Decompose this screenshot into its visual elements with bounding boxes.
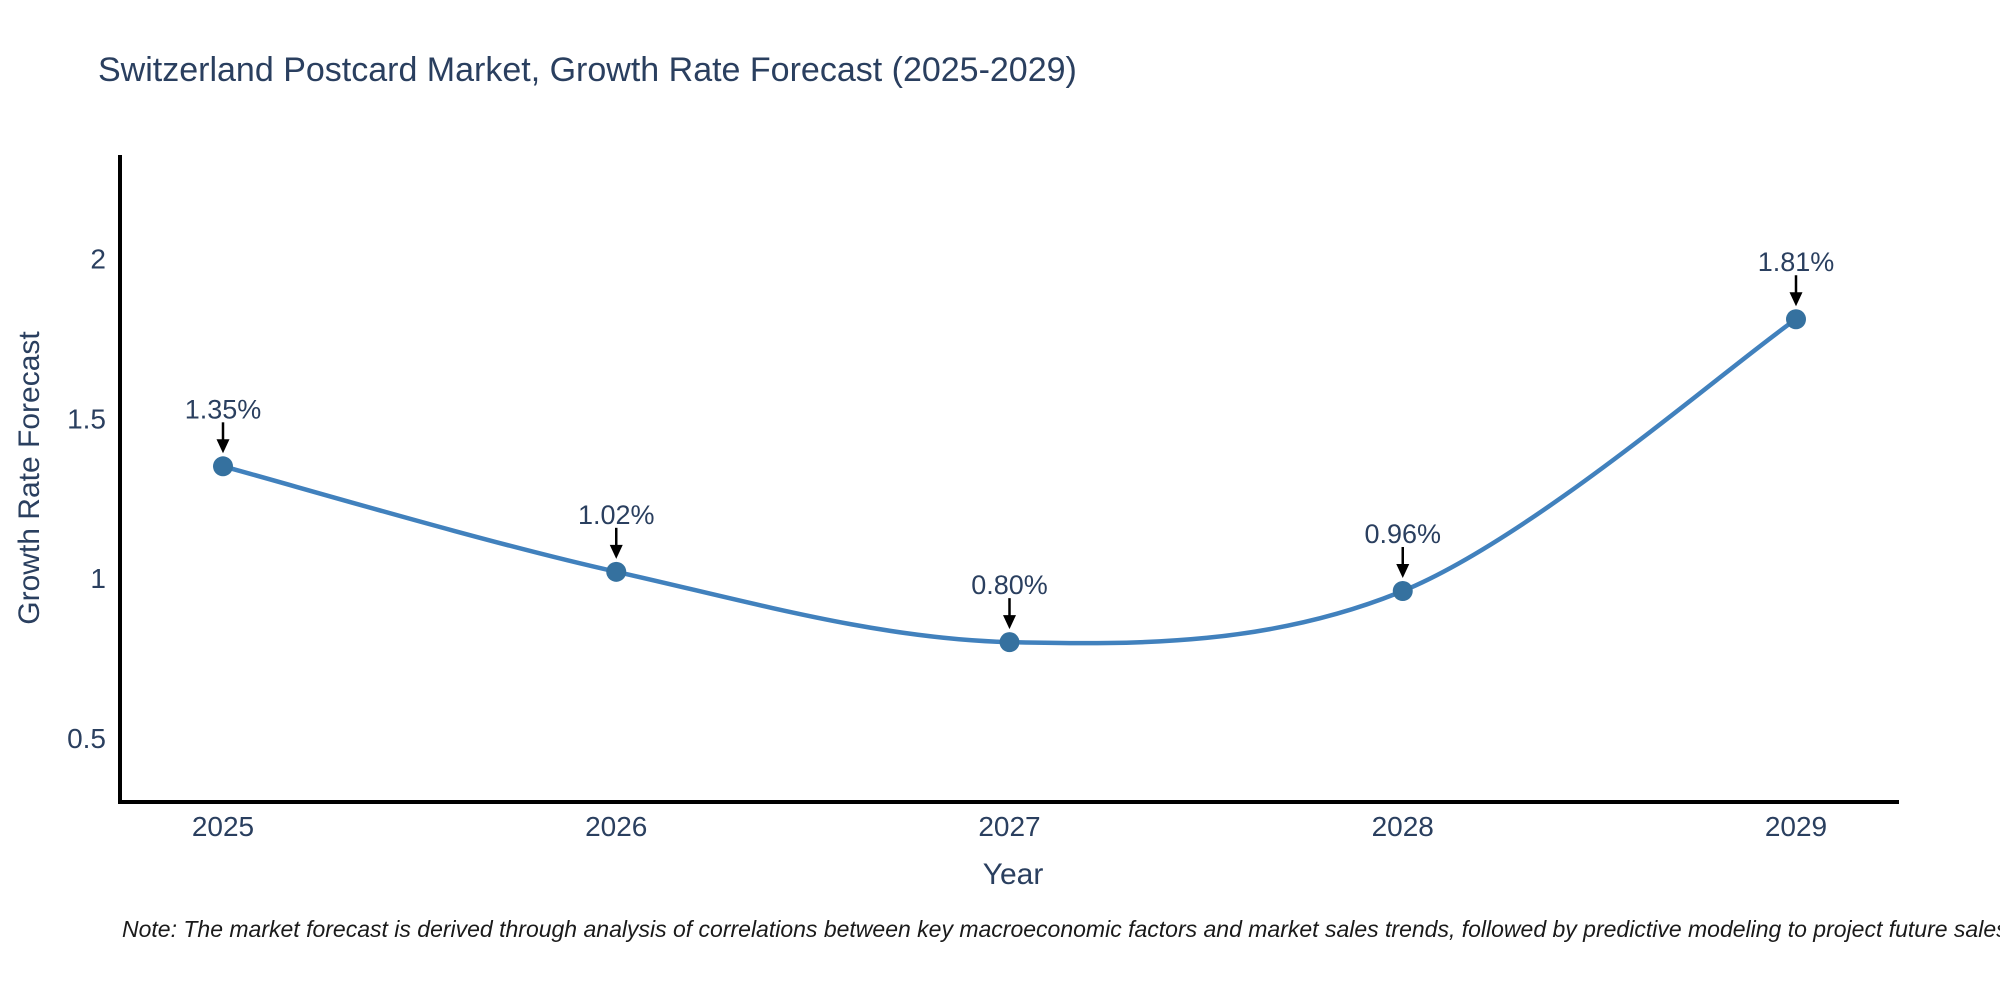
data-point-2029[interactable] [1786,309,1806,330]
data-point-label: 1.02% [578,500,655,530]
y-tick-label: 1.5 [67,403,106,434]
x-tick-label: 2029 [1765,811,1827,842]
data-point-2027[interactable] [999,632,1020,653]
annotation-arrowhead-icon [609,544,623,559]
y-axis-title: Growth Rate Forecast [13,331,46,625]
x-axis-title: Year [982,858,1044,891]
data-point-2028[interactable] [1392,580,1413,601]
data-point-label: 0.80% [971,570,1048,600]
x-tick-label: 2027 [978,811,1040,842]
footnote: Note: The market forecast is derived thr… [122,916,2000,942]
annotation-arrowhead-icon [1003,615,1016,630]
data-point-label: 1.81% [1758,247,1835,277]
x-tick-label: 2026 [585,811,647,842]
chart-title: Switzerland Postcard Market, Growth Rate… [98,51,1077,89]
x-tick-label: 2025 [192,811,254,842]
y-tick-label: 2 [90,244,106,275]
annotation-arrowhead-icon [1396,563,1410,578]
data-point-2025[interactable] [213,456,233,477]
data-point-label: 1.35% [185,394,262,424]
data-point-label: 0.96% [1364,519,1441,549]
annotation-arrowhead-icon [216,439,230,454]
y-tick-label: 1 [90,563,106,594]
x-tick-label: 2028 [1372,811,1434,842]
y-tick-label: 0.5 [67,723,106,754]
data-point-2026[interactable] [606,561,627,582]
annotation-arrowhead-icon [1789,292,1803,307]
